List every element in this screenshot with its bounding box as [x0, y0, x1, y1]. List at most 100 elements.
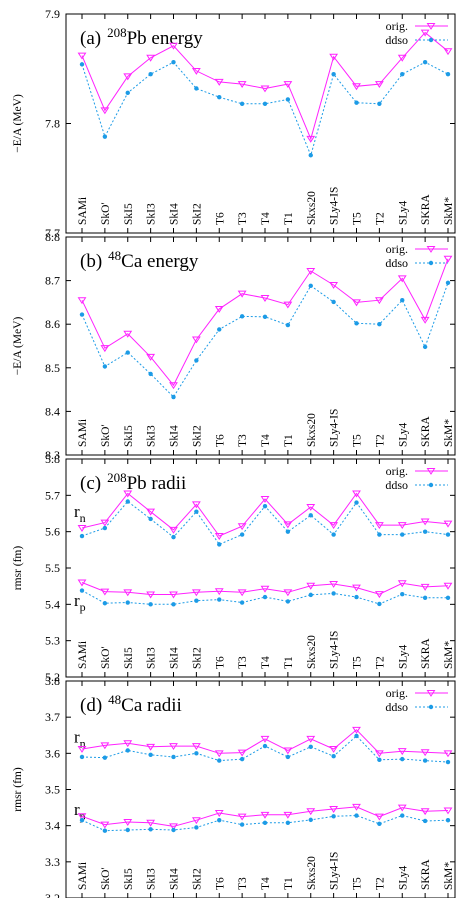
- category-label: T6: [214, 877, 226, 890]
- data-point-ddso: [217, 327, 222, 332]
- category-label: T5: [352, 212, 364, 225]
- category-label: SkM*: [443, 862, 455, 890]
- data-point-ddso: [217, 818, 222, 823]
- data-point-ddso: [331, 591, 336, 596]
- category-label: T1: [283, 656, 295, 669]
- legend-marker: [428, 37, 434, 43]
- y-axis-label: −E/A (MeV): [12, 317, 24, 376]
- category-label: SLy4-IS: [329, 409, 341, 447]
- series-line-orig: [81, 492, 449, 537]
- legend-label: orig.: [386, 686, 408, 700]
- data-point-orig: [306, 735, 316, 743]
- data-point-ddso: [285, 754, 291, 760]
- data-point-ddso: [262, 504, 268, 509]
- chart-panel-1: 7.7 7.8 7.9 SAMi SkO' SkI5 SkI3 SkI4 SkI2 T6 T3 T4 T…: [12, 7, 456, 240]
- data-point-ddso: [148, 371, 153, 377]
- y-tick-label: 7.9: [45, 7, 60, 21]
- category-label: SkI2: [191, 647, 203, 669]
- data-point-ddso: [331, 754, 336, 759]
- data-point-orig: [352, 83, 361, 91]
- data-point-ddso: [194, 598, 199, 603]
- panel-title-mass: 48: [108, 248, 121, 263]
- legend-label: orig.: [386, 19, 408, 33]
- data-point-ddso: [148, 72, 153, 77]
- data-point-ddso: [217, 95, 222, 100]
- data-point-orig: [77, 745, 87, 753]
- data-point-orig: [329, 806, 339, 813]
- data-point-orig: [443, 750, 453, 758]
- category-label: SkI5: [123, 425, 135, 447]
- data-point-ddso: [194, 86, 199, 91]
- data-point-orig: [374, 522, 384, 530]
- panel-title-element: Ca energy: [121, 251, 199, 272]
- data-point-orig: [169, 42, 178, 50]
- legend-marker: [428, 704, 434, 710]
- data-point-ddso: [102, 364, 108, 369]
- category-label: T4: [260, 434, 272, 447]
- data-point-orig: [77, 525, 87, 532]
- data-point-ddso: [354, 733, 359, 739]
- y-tick-label: 3.5: [45, 783, 60, 797]
- data-point-orig: [123, 740, 133, 748]
- data-point-ddso: [377, 757, 382, 763]
- category-label: SKRA: [420, 416, 432, 447]
- data-point-ddso: [400, 756, 405, 762]
- data-point-ddso: [194, 751, 199, 756]
- data-point-orig: [237, 813, 247, 821]
- data-point-orig: [100, 107, 110, 115]
- panel-title: (a) 208Pb energy: [80, 25, 203, 49]
- data-point-ddso: [102, 601, 108, 606]
- data-point-orig: [77, 52, 87, 60]
- category-label: SkI5: [123, 868, 135, 890]
- rn-letter: r: [74, 727, 80, 746]
- panel-title: (c) 208Pb radii: [80, 470, 186, 494]
- category-label: SkI2: [191, 203, 203, 225]
- data-point-orig: [123, 589, 133, 597]
- data-point-orig: [146, 54, 156, 62]
- data-point-orig: [214, 750, 224, 758]
- y-axis-label: −E/A (MeV): [12, 94, 24, 153]
- rp-label: rp: [74, 591, 86, 614]
- data-point-ddso: [262, 743, 268, 749]
- series-line-orig: [81, 31, 449, 141]
- data-point-ddso: [377, 322, 382, 327]
- data-point-orig: [283, 521, 293, 529]
- data-point-ddso: [148, 752, 153, 757]
- category-label: SkI5: [123, 203, 135, 225]
- data-point-orig: [397, 804, 407, 812]
- data-point-orig: [260, 585, 270, 593]
- data-point-ddso: [239, 314, 245, 319]
- data-point-orig: [352, 490, 361, 498]
- category-label: SLy4: [397, 422, 409, 447]
- category-label: SLy4-IS: [329, 187, 341, 225]
- data-point-orig: [397, 275, 407, 283]
- chart-panel-2: 8.3 8.4 8.5 8.6 8.7 8.8 SAMi SkO' SkI5 SkI3 SkI4 Sk…: [12, 230, 456, 462]
- category-label: SLy4: [397, 200, 409, 225]
- legend-marker: [426, 468, 436, 475]
- category-label: SkO': [100, 646, 112, 669]
- legend-marker: [426, 23, 436, 30]
- data-point-orig: [420, 583, 430, 591]
- data-point-ddso: [79, 754, 85, 760]
- data-point-orig: [169, 591, 178, 599]
- data-point-ddso: [331, 814, 336, 819]
- data-point-orig: [77, 579, 87, 587]
- panel-title-element: Pb radii: [127, 473, 187, 494]
- data-point-ddso: [377, 601, 382, 607]
- data-point-orig: [146, 591, 156, 599]
- series-line-unnamed: [81, 806, 449, 827]
- y-tick-label: 3.3: [45, 855, 60, 869]
- y-tick-label: 5.8: [45, 452, 60, 466]
- category-label: SkI3: [146, 868, 158, 890]
- data-point-ddso: [262, 101, 268, 106]
- category-label: T2: [374, 434, 386, 447]
- data-point-orig: [100, 742, 110, 750]
- data-point-ddso: [331, 532, 336, 537]
- data-point-orig: [169, 382, 178, 390]
- category-label: SKRA: [420, 194, 432, 225]
- data-point-ddso: [79, 62, 85, 67]
- data-point-orig: [443, 582, 453, 590]
- data-point-ddso: [377, 532, 382, 537]
- panel-title-mass: 208: [107, 25, 127, 40]
- data-point-orig: [374, 297, 384, 305]
